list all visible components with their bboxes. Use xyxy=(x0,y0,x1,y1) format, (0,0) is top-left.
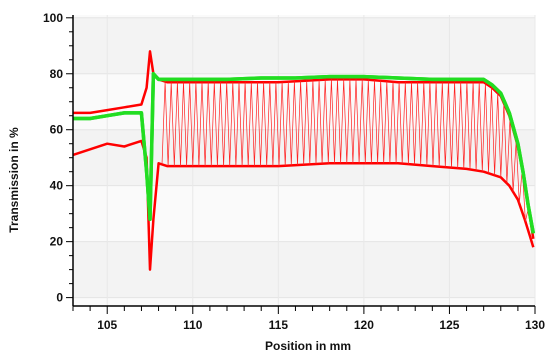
plot-band xyxy=(73,17,535,74)
series-line-lower-envelope xyxy=(72,139,535,271)
series-line-reference-top xyxy=(73,72,536,234)
x-tick-label: 130 xyxy=(525,318,545,332)
x-tick-label: 120 xyxy=(354,318,374,332)
plot-band xyxy=(73,241,535,298)
x-axis-label: Position in mm xyxy=(265,339,351,353)
y-tick-label: 20 xyxy=(50,235,64,249)
grid-lines xyxy=(73,15,536,306)
x-tick-label: 110 xyxy=(183,318,203,332)
y-tick-label: 0 xyxy=(56,291,63,305)
x-tick-label: 115 xyxy=(269,318,289,332)
plot-band xyxy=(73,185,535,242)
tick-labels: 0 20 40 60 80 100 105 110 115 120 125 130 xyxy=(43,11,545,332)
tick-marks xyxy=(66,17,536,314)
x-tick-label: 125 xyxy=(439,318,459,332)
series-layer xyxy=(72,50,536,271)
x-tick-label: 105 xyxy=(97,318,117,332)
plot-band xyxy=(73,15,535,18)
axes xyxy=(72,15,535,307)
series-trace-fill xyxy=(161,79,529,222)
y-tick-label: 60 xyxy=(50,123,64,137)
y-tick-label: 40 xyxy=(50,179,64,193)
y-tick-label: 80 xyxy=(50,67,64,81)
plot-band xyxy=(73,297,535,306)
y-tick-label: 100 xyxy=(43,11,63,25)
y-axis-label: Transmission in % xyxy=(7,127,21,233)
